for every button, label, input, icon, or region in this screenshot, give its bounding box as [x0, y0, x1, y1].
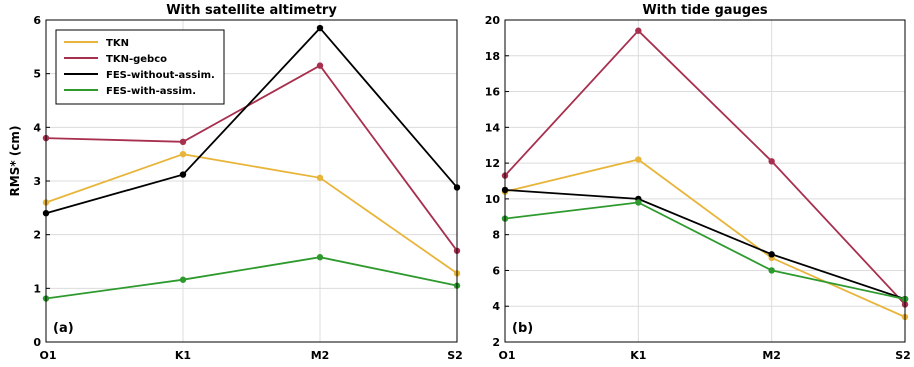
y-tick-label: 5 — [33, 68, 41, 81]
panel-b: 2 4 6 8 10 12 14 16 18 20 O1 K1 M2 S2 With tide gaug… — [485, 3, 911, 362]
chart-title-a: With satellite altimetry — [166, 3, 337, 18]
legend-label: TKN-gebco — [106, 54, 167, 65]
series-lines-a — [45, 26, 458, 300]
y-tick-label: 1 — [33, 282, 41, 295]
legend: TKN TKN-gebco FES-without-assim. FES-with-a… — [55, 29, 225, 105]
data-point-tkn-gebco — [635, 27, 642, 34]
chart-title-b: With tide gauges — [642, 3, 768, 18]
y-tick-label: 16 — [485, 86, 501, 99]
data-point-fes-without-assim — [179, 171, 187, 178]
x-tick-label: M2 — [311, 349, 330, 362]
y-tick-label: 2 — [33, 229, 41, 242]
y-tick-label: 20 — [485, 14, 501, 27]
data-point-fes-without-assim — [768, 251, 775, 258]
y-tick-labels-a: 0 1 2 3 4 5 6 — [33, 14, 50, 349]
x-tick-labels-b: O1 K1 M2 S2 — [498, 349, 910, 362]
series-line-tkn-gebco — [45, 64, 458, 252]
y-tick-label: 6 — [33, 14, 41, 27]
legend-label: FES-without-assim. — [106, 70, 215, 81]
y-tick-label: 0 — [33, 336, 41, 349]
y-tick-labels-b: 2 4 6 8 10 12 14 16 18 20 — [485, 14, 509, 349]
x-tick-label: O1 — [39, 349, 56, 362]
data-point-tkn — [635, 156, 642, 163]
x-tick-label: O1 — [498, 349, 515, 362]
y-axis-label: RMS* (cm) — [8, 126, 22, 197]
data-point-tkn-gebco — [768, 158, 775, 165]
panel-label-b: (b) — [512, 321, 533, 336]
x-tick-label: S2 — [447, 349, 463, 362]
data-point-fes-with-assim — [316, 254, 324, 261]
data-point-tkn-gebco — [179, 138, 187, 146]
series-line-tkn-gebco — [504, 29, 906, 306]
panel-a: 0 1 2 3 4 5 6 O1 K1 M2 S2 With satellite altimetr… — [8, 3, 463, 362]
x-tick-label: K1 — [175, 349, 191, 362]
data-point-tkn — [316, 174, 324, 181]
data-point-tkn-gebco — [316, 62, 324, 69]
y-tick-label: 8 — [492, 229, 500, 242]
series-line-fes-with-assim — [45, 256, 458, 300]
x-tick-label: M2 — [762, 349, 781, 362]
series-lines-b — [504, 29, 906, 318]
legend-label: TKN — [106, 38, 129, 49]
y-tick-label: 3 — [33, 175, 41, 188]
x-tick-labels-a: O1 K1 M2 S2 — [39, 349, 462, 362]
data-points-b — [501, 27, 909, 321]
series-line-fes-with-assim — [504, 201, 906, 300]
y-tick-label: 2 — [492, 336, 500, 349]
y-tick-label: 4 — [492, 300, 500, 313]
y-tick-label: 12 — [485, 157, 500, 170]
series-line-tkn — [504, 158, 906, 318]
data-point-fes-without-assim — [316, 24, 324, 32]
grid-b — [504, 19, 906, 343]
data-point-tkn — [179, 150, 187, 158]
y-tick-label: 6 — [492, 264, 500, 277]
legend-label: FES-with-assim. — [106, 86, 196, 97]
panel-label-a: (a) — [53, 321, 74, 336]
y-tick-label: 4 — [33, 121, 41, 134]
y-tick-label: 18 — [485, 50, 500, 63]
y-tick-label: 14 — [485, 121, 501, 134]
series-line-fes-without-assim — [45, 26, 458, 215]
plot-frame-b — [504, 19, 906, 343]
series-line-fes-without-assim — [504, 189, 906, 300]
data-point-fes-with-assim — [768, 267, 775, 274]
series-line-tkn — [45, 153, 458, 275]
x-tick-label: S2 — [895, 349, 911, 362]
data-point-fes-with-assim — [635, 199, 642, 206]
y-tick-label: 10 — [485, 193, 501, 206]
data-point-fes-with-assim — [179, 276, 187, 283]
x-tick-label: K1 — [630, 349, 646, 362]
